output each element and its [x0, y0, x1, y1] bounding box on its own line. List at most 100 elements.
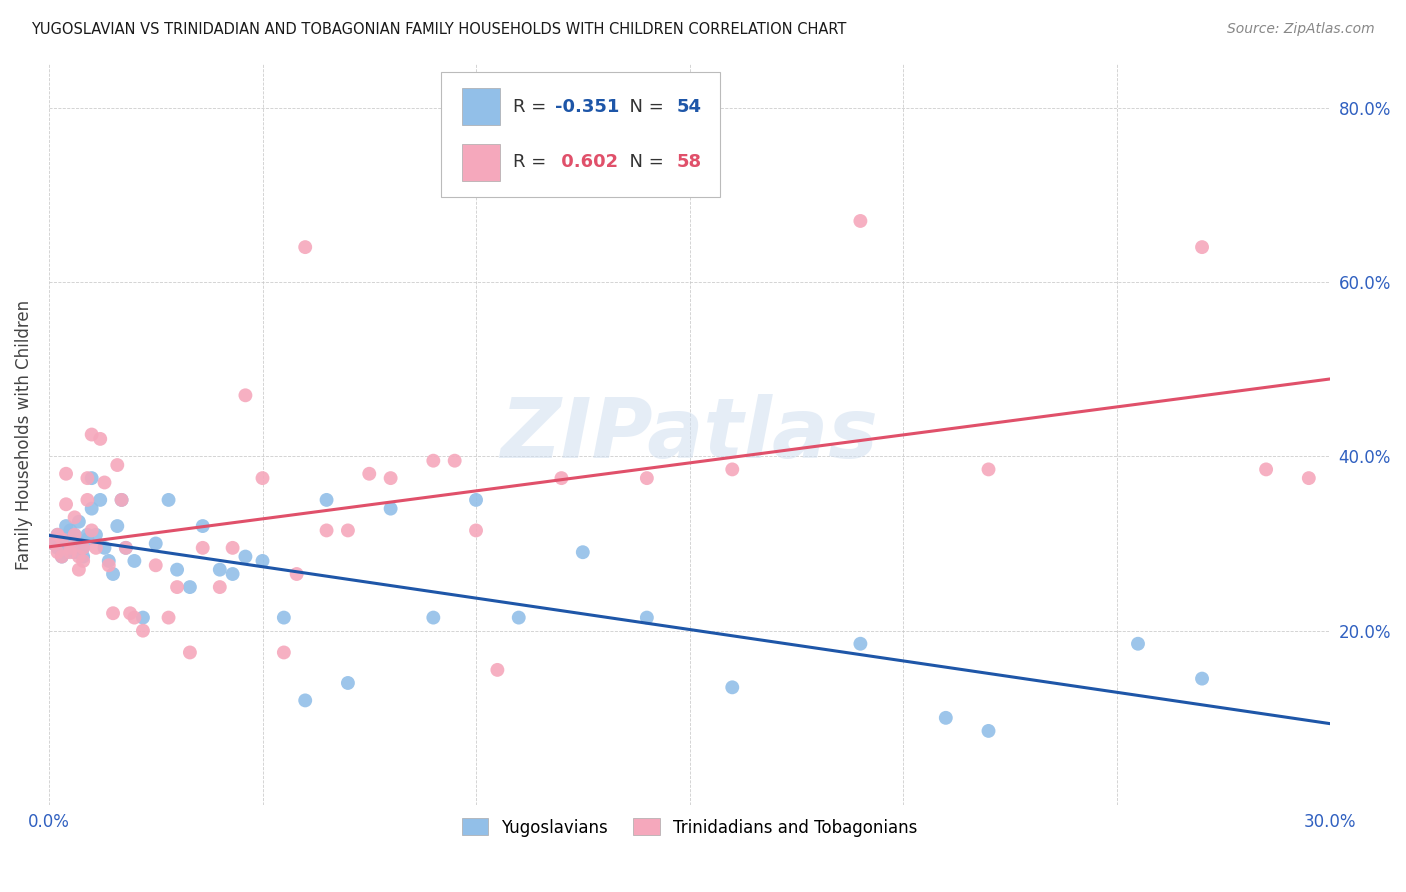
Point: [93, 541, 115, 555]
Point: [51, 549, 73, 564]
Point: [145, 558, 167, 573]
Point: [157, 492, 180, 507]
Point: [443, 453, 465, 467]
Point: [110, 492, 132, 507]
Point: [63, 510, 86, 524]
Point: [105, 458, 128, 472]
Point: [42, 536, 65, 550]
Point: [721, 462, 744, 476]
Point: [252, 471, 274, 485]
Point: [273, 645, 295, 659]
Point: [51, 532, 73, 546]
Point: [46, 528, 69, 542]
Point: [80, 524, 103, 538]
Point: [46, 545, 69, 559]
Point: [84, 541, 107, 555]
Point: [51, 532, 73, 546]
Point: [208, 580, 231, 594]
Point: [145, 536, 167, 550]
Point: [84, 528, 107, 542]
Point: [849, 214, 872, 228]
Point: [252, 554, 274, 568]
Legend: Yugoslavians, Trinidadians and Tobagonians: Yugoslavians, Trinidadians and Tobagonia…: [453, 810, 927, 845]
Text: 54: 54: [676, 97, 702, 116]
Point: [76, 528, 98, 542]
Point: [76, 492, 98, 507]
Point: [132, 624, 155, 638]
Point: [55, 467, 77, 481]
Point: [132, 610, 155, 624]
FancyBboxPatch shape: [461, 88, 501, 125]
Point: [1256, 462, 1278, 476]
Point: [76, 532, 98, 546]
Point: [59, 524, 82, 538]
Point: [105, 519, 128, 533]
Point: [63, 528, 86, 542]
Point: [101, 606, 124, 620]
Text: YUGOSLAVIAN VS TRINIDADIAN AND TOBAGONIAN FAMILY HOUSEHOLDS WITH CHILDREN CORREL: YUGOSLAVIAN VS TRINIDADIAN AND TOBAGONIA…: [31, 22, 846, 37]
Text: Source: ZipAtlas.com: Source: ZipAtlas.com: [1227, 22, 1375, 37]
Point: [46, 541, 69, 555]
Point: [46, 528, 69, 542]
Point: [55, 497, 77, 511]
Point: [80, 471, 103, 485]
Point: [294, 240, 316, 254]
Point: [67, 536, 90, 550]
Point: [315, 492, 337, 507]
Point: [486, 663, 509, 677]
Point: [572, 545, 595, 559]
Point: [636, 610, 658, 624]
Point: [977, 723, 1000, 738]
Point: [315, 524, 337, 538]
Text: -0.351: -0.351: [555, 97, 620, 116]
Point: [80, 501, 103, 516]
Point: [115, 541, 138, 555]
Point: [285, 567, 308, 582]
Point: [51, 549, 73, 564]
Point: [63, 545, 86, 559]
Point: [115, 541, 138, 555]
Point: [110, 492, 132, 507]
Point: [59, 536, 82, 550]
Point: [1298, 471, 1320, 485]
Text: ZIPatlas: ZIPatlas: [501, 394, 879, 475]
Point: [101, 567, 124, 582]
Point: [1191, 240, 1213, 254]
Point: [380, 471, 402, 485]
Text: 58: 58: [676, 153, 702, 171]
Point: [359, 467, 381, 481]
Point: [93, 475, 115, 490]
Point: [97, 554, 120, 568]
Point: [221, 567, 243, 582]
Point: [208, 563, 231, 577]
FancyBboxPatch shape: [441, 72, 720, 197]
Point: [72, 554, 94, 568]
Point: [67, 515, 90, 529]
Point: [179, 580, 201, 594]
FancyBboxPatch shape: [461, 144, 501, 181]
Y-axis label: Family Households with Children: Family Households with Children: [15, 300, 32, 570]
Point: [221, 541, 243, 555]
Point: [294, 693, 316, 707]
Point: [849, 637, 872, 651]
Point: [80, 427, 103, 442]
Point: [179, 645, 201, 659]
Point: [380, 501, 402, 516]
Point: [465, 492, 488, 507]
Point: [124, 610, 146, 624]
Point: [721, 681, 744, 695]
Text: N =: N =: [617, 153, 669, 171]
Point: [235, 388, 257, 402]
Point: [166, 580, 188, 594]
Point: [42, 536, 65, 550]
Point: [422, 610, 444, 624]
Point: [63, 528, 86, 542]
Point: [1126, 637, 1149, 651]
Point: [422, 453, 444, 467]
Text: R =: R =: [513, 97, 551, 116]
Point: [636, 471, 658, 485]
Point: [89, 432, 111, 446]
Point: [157, 610, 180, 624]
Text: N =: N =: [617, 97, 669, 116]
Point: [191, 519, 214, 533]
